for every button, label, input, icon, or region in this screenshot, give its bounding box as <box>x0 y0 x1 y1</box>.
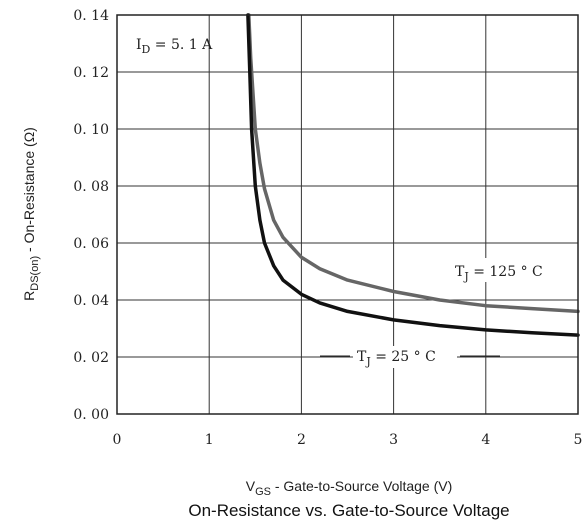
y-tick-label: 0. 12 <box>73 65 109 81</box>
annotation-tj25-sub: J <box>365 355 370 368</box>
annotation-tj125-main: T <box>455 264 465 280</box>
series-layer <box>246 13 580 337</box>
annotation-tj25: TJ = 25 ° C <box>357 349 436 368</box>
y-tick-label: 0. 10 <box>73 122 109 138</box>
y-axis-label: RDS(on) - On-Resistance (Ω) <box>21 127 41 301</box>
annotation-id-rest: = 5. 1 A <box>150 37 213 53</box>
series-line-tj25 <box>246 13 580 337</box>
x-tick-label: 2 <box>297 432 306 448</box>
x-axis-label: VGS - Gate-to-Source Voltage (V) <box>246 478 453 498</box>
annotation-tj125: TJ = 125 ° C <box>455 264 543 283</box>
y-axis-label-rest: - On-Resistance (Ω) <box>21 127 37 256</box>
annotation-tj125-sub: J <box>463 270 468 283</box>
annotation-tj125-rest: = 125 ° C <box>469 264 543 280</box>
y-axis-label-main: R <box>21 291 37 301</box>
annotation-tj25-main: T <box>357 349 367 365</box>
x-tick-label: 4 <box>481 432 490 448</box>
annotation-tj25-bg <box>353 346 457 368</box>
annotation-id: ID = 5. 1 A <box>136 37 213 56</box>
y-tick-label: 0. 08 <box>73 179 109 195</box>
y-tick-labels: 0. 00 0. 02 0. 04 0. 06 0. 08 0. 10 0. 12 0. 14 <box>73 8 109 423</box>
y-axis-label-sub: DS(on) <box>29 256 41 291</box>
x-tick-label: 1 <box>205 432 214 448</box>
series-line-tj125 <box>247 13 580 314</box>
x-tick-label: 3 <box>389 432 398 448</box>
annotation-id-sub: D <box>142 43 151 56</box>
annotation-id-main: I <box>136 37 142 53</box>
y-tick-label: 0. 06 <box>73 236 109 252</box>
plot-frame <box>116 14 579 415</box>
x-tick-labels: 0 1 2 3 4 5 <box>113 432 583 448</box>
chart-title: On-Resistance vs. Gate-to-Source Voltage <box>188 501 509 520</box>
y-tick-label: 0. 00 <box>73 407 109 423</box>
x-axis-label-sub: GS <box>255 486 271 498</box>
x-axis-label-main: V <box>246 478 256 494</box>
annotation-tj25-rest: = 25 ° C <box>371 349 436 365</box>
y-tick-label: 0. 14 <box>73 8 109 24</box>
y-tick-label: 0. 04 <box>73 293 109 309</box>
grid <box>117 15 578 414</box>
annotation-tj125-bg <box>450 258 562 282</box>
x-tick-label: 0 <box>113 432 122 448</box>
y-tick-label: 0. 02 <box>73 350 109 366</box>
x-axis-label-rest: - Gate-to-Source Voltage (V) <box>271 478 452 494</box>
x-tick-label: 5 <box>574 432 583 448</box>
